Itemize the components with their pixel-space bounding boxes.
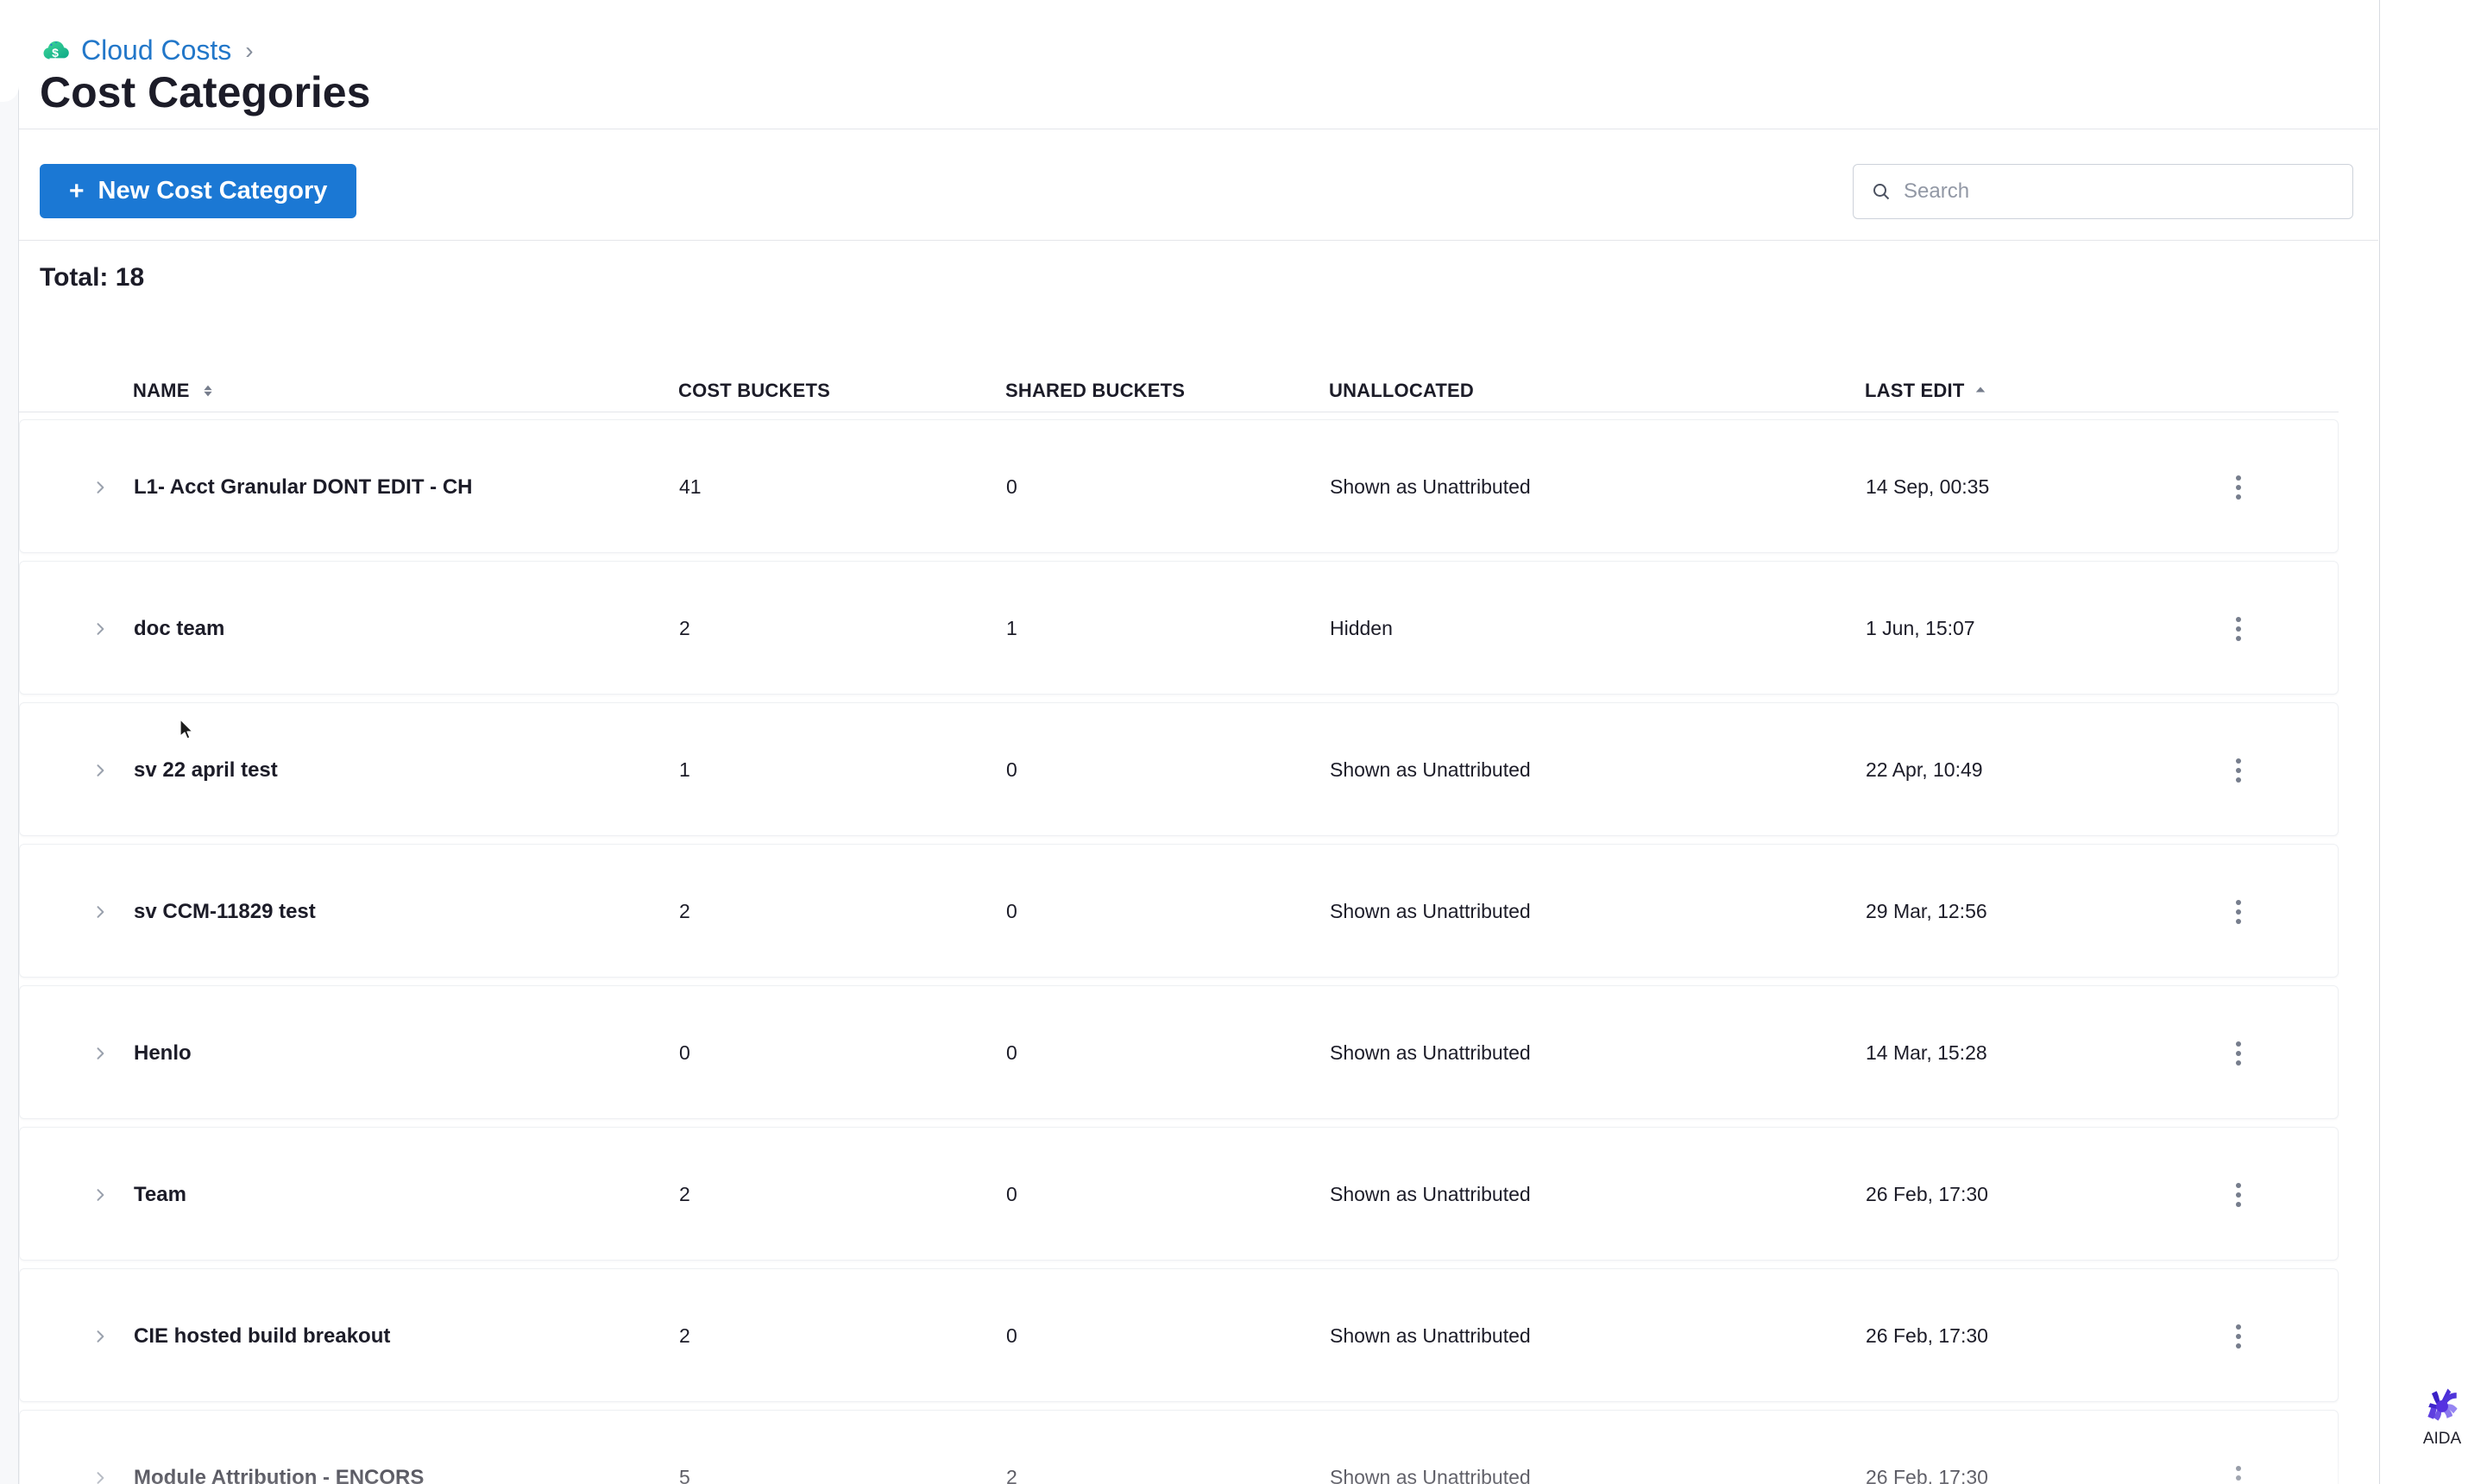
svg-text:$: $ bbox=[52, 46, 59, 60]
